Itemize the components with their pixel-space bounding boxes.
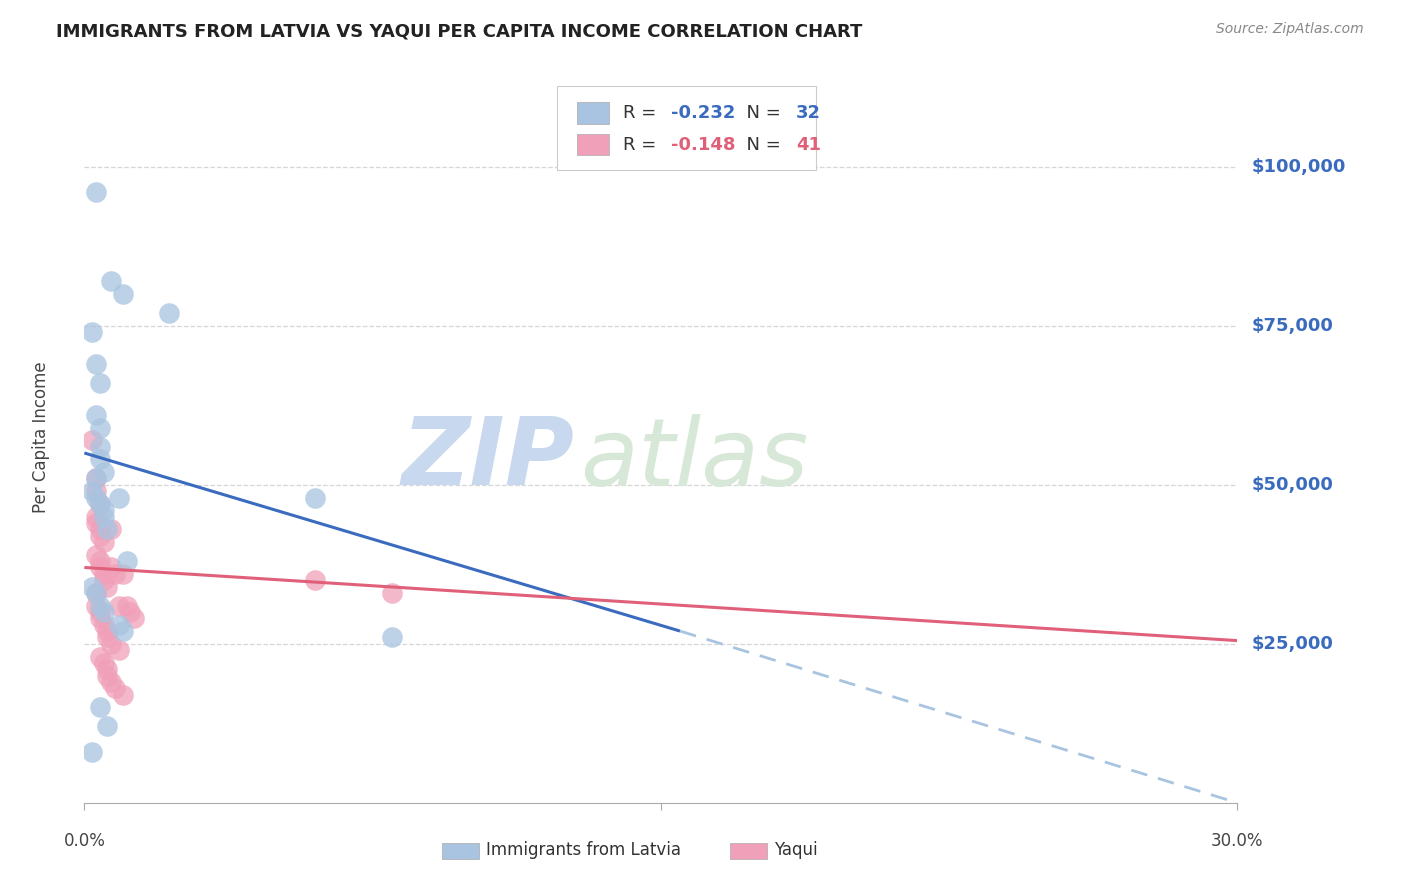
Point xyxy=(93,605,115,619)
Text: 30.0%: 30.0% xyxy=(1211,832,1264,850)
FancyBboxPatch shape xyxy=(576,102,609,124)
FancyBboxPatch shape xyxy=(557,86,817,170)
Point xyxy=(84,491,107,505)
Point xyxy=(84,548,107,562)
Point xyxy=(89,554,111,568)
Point xyxy=(80,325,103,339)
Point xyxy=(381,631,404,645)
Point xyxy=(96,668,118,682)
Point xyxy=(96,719,118,733)
Point xyxy=(111,566,134,581)
Point xyxy=(108,491,131,505)
Point xyxy=(93,573,115,587)
Point xyxy=(104,681,127,696)
Point xyxy=(84,471,107,485)
Text: atlas: atlas xyxy=(581,414,808,505)
Point xyxy=(100,675,122,690)
Point xyxy=(93,465,115,479)
Point xyxy=(84,586,107,600)
Text: -0.148: -0.148 xyxy=(671,136,735,153)
Point xyxy=(84,357,107,371)
Point xyxy=(100,560,122,574)
Point xyxy=(89,497,111,511)
Point xyxy=(381,586,404,600)
Text: $25,000: $25,000 xyxy=(1251,635,1333,653)
Point xyxy=(89,522,111,536)
Text: $75,000: $75,000 xyxy=(1251,317,1333,334)
Point xyxy=(89,497,111,511)
FancyBboxPatch shape xyxy=(730,843,766,859)
Point xyxy=(93,656,115,670)
Point xyxy=(100,522,122,536)
Point xyxy=(89,649,111,664)
Point xyxy=(100,637,122,651)
Point xyxy=(84,471,107,485)
Point xyxy=(108,643,131,657)
Text: Yaqui: Yaqui xyxy=(773,841,817,859)
Point xyxy=(89,452,111,467)
FancyBboxPatch shape xyxy=(576,134,609,155)
Point xyxy=(111,624,134,638)
Point xyxy=(93,566,115,581)
Text: IMMIGRANTS FROM LATVIA VS YAQUI PER CAPITA INCOME CORRELATION CHART: IMMIGRANTS FROM LATVIA VS YAQUI PER CAPI… xyxy=(56,22,863,40)
Point xyxy=(115,599,138,613)
Text: -0.232: -0.232 xyxy=(671,104,735,122)
Text: $100,000: $100,000 xyxy=(1251,158,1346,176)
Y-axis label: Per Capita Income: Per Capita Income xyxy=(32,361,49,513)
Text: 32: 32 xyxy=(796,104,821,122)
Point xyxy=(96,580,118,594)
Point xyxy=(80,434,103,448)
Point xyxy=(111,688,134,702)
Point xyxy=(96,631,118,645)
Point xyxy=(104,566,127,581)
Point xyxy=(157,306,180,320)
Point xyxy=(93,509,115,524)
Point xyxy=(120,605,142,619)
Point xyxy=(304,491,326,505)
Point xyxy=(96,624,118,638)
Point xyxy=(84,408,107,422)
Point xyxy=(89,420,111,434)
Point xyxy=(84,484,107,499)
Text: 0.0%: 0.0% xyxy=(63,832,105,850)
Point xyxy=(304,573,326,587)
Point xyxy=(84,509,107,524)
Text: Source: ZipAtlas.com: Source: ZipAtlas.com xyxy=(1216,22,1364,37)
Text: N =: N = xyxy=(734,136,786,153)
Point xyxy=(80,745,103,759)
Point xyxy=(93,503,115,517)
Point xyxy=(80,580,103,594)
FancyBboxPatch shape xyxy=(441,843,478,859)
Point xyxy=(84,599,107,613)
Text: R =: R = xyxy=(623,104,662,122)
Point xyxy=(100,274,122,288)
Point xyxy=(89,376,111,390)
Point xyxy=(89,605,111,619)
Text: $50,000: $50,000 xyxy=(1251,475,1333,494)
Point xyxy=(93,535,115,549)
Point xyxy=(84,586,107,600)
Point xyxy=(89,611,111,625)
Text: R =: R = xyxy=(623,136,662,153)
Point xyxy=(89,440,111,454)
Point xyxy=(124,611,146,625)
Text: N =: N = xyxy=(734,104,786,122)
Point xyxy=(108,617,131,632)
Point xyxy=(89,599,111,613)
Point xyxy=(115,554,138,568)
Text: Immigrants from Latvia: Immigrants from Latvia xyxy=(485,841,681,859)
Point xyxy=(89,560,111,574)
Point xyxy=(96,522,118,536)
Point xyxy=(96,662,118,676)
Point xyxy=(89,700,111,714)
Point xyxy=(111,287,134,301)
Point xyxy=(108,599,131,613)
Text: 41: 41 xyxy=(796,136,821,153)
Text: ZIP: ZIP xyxy=(402,413,575,505)
Point xyxy=(93,617,115,632)
Point xyxy=(84,516,107,530)
Point xyxy=(84,185,107,199)
Point xyxy=(80,484,103,499)
Point xyxy=(89,529,111,543)
